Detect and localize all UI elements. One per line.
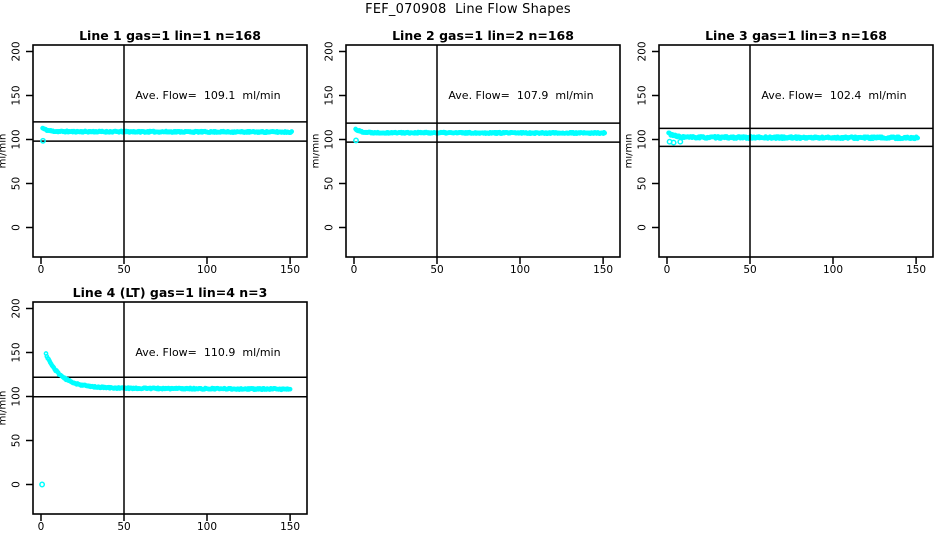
plot-canvas-line-4: 0 50 100 150 200 ml/min 0 50 100 150 xyxy=(0,298,308,533)
subplot-title: Line 4 (LT) gas=1 lin=4 n=3 xyxy=(72,285,268,300)
x-axis-tick-label: 50 xyxy=(117,521,130,533)
x-axis-tick-label: 0 xyxy=(664,264,671,276)
y-axis-tick-label: 0 xyxy=(324,224,336,231)
x-axis-tick-label: 100 xyxy=(823,264,843,276)
y-axis-tick-label: 150 xyxy=(11,85,23,105)
data-series xyxy=(39,351,293,488)
outlier-point xyxy=(40,137,46,144)
x-axis-tick-label: 100 xyxy=(197,521,217,533)
plot-box xyxy=(658,44,934,258)
subplot-title: Line 1 gas=1 lin=1 n=168 xyxy=(79,28,261,43)
x-axis-tick-label: 100 xyxy=(197,264,217,276)
y-axis-tick-label: 150 xyxy=(324,85,336,105)
x-axis-tick-label: 150 xyxy=(280,521,300,533)
data-series xyxy=(666,130,921,146)
ave-flow-annotation: Ave. Flow= 107.9 ml/min xyxy=(448,89,594,102)
outlier-point xyxy=(677,138,684,145)
subplot-line-2: 0 50 100 150 200 ml/min 0 50 100 150 Line 2 gas=1… xyxy=(313,0,626,280)
x-axis-tick-label: 50 xyxy=(117,264,130,276)
ave-flow-annotation: Ave. Flow= 102.4 ml/min xyxy=(761,89,907,102)
y-axis-tick-label: 100 xyxy=(11,129,23,149)
plot-canvas-line-3: 0 50 100 150 200 ml/min 0 50 100 150 xyxy=(626,41,934,276)
y-axis-tick-label: 50 xyxy=(11,177,23,190)
subplot-title: Line 3 gas=1 lin=3 n=168 xyxy=(705,28,887,43)
x-axis-tick-label: 100 xyxy=(510,264,530,276)
data-point xyxy=(289,129,295,134)
subplot-line-4: 0 50 100 150 200 ml/min 0 50 100 150 Line 4 (LT) … xyxy=(0,257,313,537)
ave-flow-annotation: Ave. Flow= 110.9 ml/min xyxy=(135,346,281,359)
x-axis-tick-label: 50 xyxy=(430,264,443,276)
x-axis-tick-label: 0 xyxy=(38,264,45,276)
y-axis-tick-label: 0 xyxy=(11,481,23,488)
x-axis-tick-label: 50 xyxy=(743,264,756,276)
data-series xyxy=(353,126,608,144)
y-axis-tick-label: 50 xyxy=(11,434,23,447)
y-axis-tick-label: 0 xyxy=(11,224,23,231)
outlier-point xyxy=(39,481,46,488)
y-axis-tick-label: 100 xyxy=(11,386,23,406)
y-axis-tick-label: 0 xyxy=(637,224,649,231)
y-axis-tick-label: 200 xyxy=(11,298,23,318)
outlier-point xyxy=(353,137,359,144)
plot-box xyxy=(32,44,308,258)
plot-box xyxy=(345,44,621,258)
y-axis-tick-label: 50 xyxy=(324,177,336,190)
figure-title: FEF_070908 Line Flow Shapes xyxy=(365,2,571,17)
data-point xyxy=(287,386,293,392)
subplot-title: Line 2 gas=1 lin=2 n=168 xyxy=(392,28,574,43)
y-axis-label: ml/min xyxy=(0,391,9,426)
y-axis-label: ml/min xyxy=(626,134,635,169)
y-axis-tick-label: 100 xyxy=(637,129,649,149)
subplot-line-1: 0 50 100 150 200 ml/min 0 50 100 150 Line 1 gas=1… xyxy=(0,0,313,280)
y-axis-tick-label: 150 xyxy=(637,85,649,105)
ave-flow-annotation: Ave. Flow= 109.1 ml/min xyxy=(135,89,281,102)
outlier-point xyxy=(670,139,677,146)
y-axis-tick-label: 150 xyxy=(11,342,23,362)
y-axis-tick-label: 200 xyxy=(637,41,649,61)
x-axis-tick-label: 150 xyxy=(280,264,300,276)
y-axis-tick-label: 200 xyxy=(11,41,23,61)
y-axis-label: ml/min xyxy=(0,134,9,169)
data-series xyxy=(40,125,295,144)
plot-canvas-line-2: 0 50 100 150 200 ml/min 0 50 100 150 xyxy=(313,41,621,276)
y-axis-label: ml/min xyxy=(313,134,322,169)
y-axis-tick-label: 100 xyxy=(324,129,336,149)
plot-box xyxy=(32,301,308,515)
plot-canvas-line-1: 0 50 100 150 200 ml/min 0 50 100 150 xyxy=(0,41,308,276)
data-point xyxy=(602,130,608,136)
x-axis-tick-label: 0 xyxy=(351,264,358,276)
data-point xyxy=(915,135,921,141)
subplot-line-3: 0 50 100 150 200 ml/min 0 50 100 150 Line 3 gas=1… xyxy=(626,0,936,280)
x-axis-tick-label: 0 xyxy=(38,521,45,533)
y-axis-tick-label: 50 xyxy=(637,177,649,190)
y-axis-tick-label: 200 xyxy=(324,41,336,61)
x-axis-tick-label: 150 xyxy=(593,264,613,276)
x-axis-tick-label: 150 xyxy=(906,264,926,276)
